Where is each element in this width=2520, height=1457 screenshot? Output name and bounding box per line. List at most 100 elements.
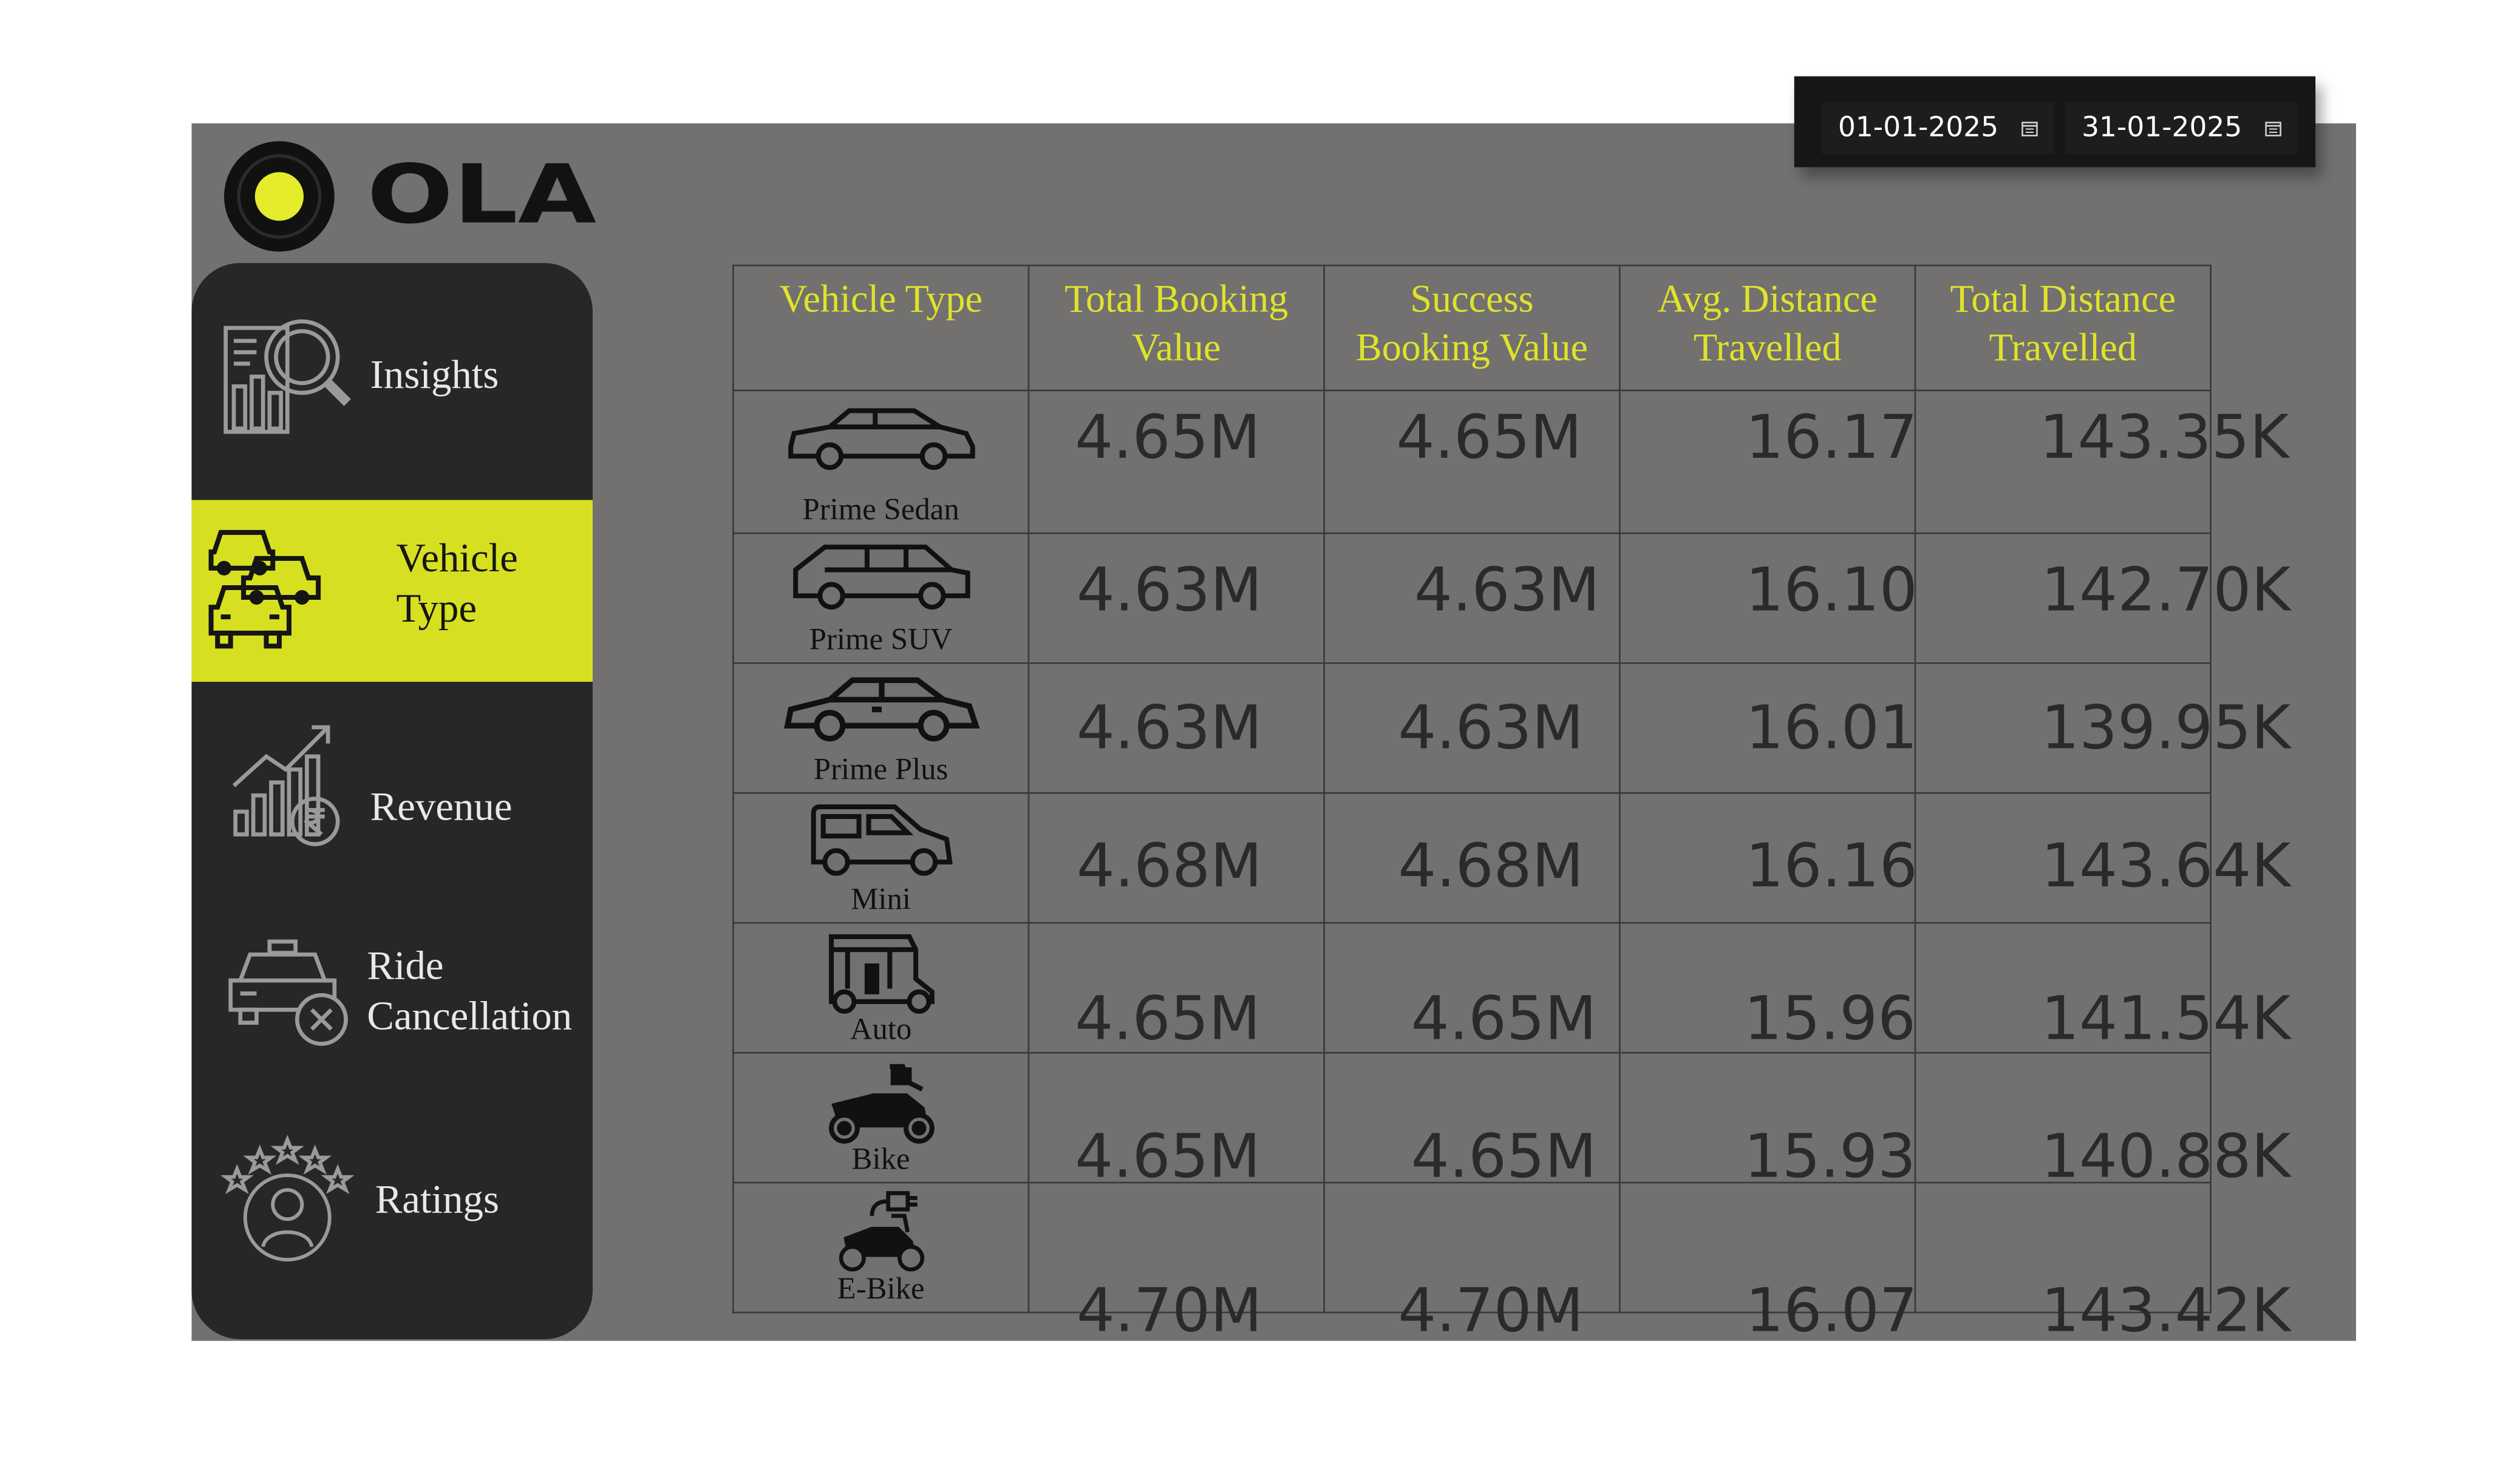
success-booking-value: 4.65M <box>1411 983 1597 1054</box>
avg-distance-cell <box>1618 1181 1916 1314</box>
vehicle-cell: Bike <box>732 1051 1030 1184</box>
vehicle-name: Prime Sedan <box>802 493 959 528</box>
table-row: Mini <box>732 792 2212 924</box>
total-booking-value: 4.65M <box>1075 402 1261 473</box>
success-booking-cell <box>1323 389 1621 534</box>
sidebar-item-label: Insights <box>370 353 499 398</box>
total-distance-value: 143.64K <box>2041 831 2291 902</box>
total-distance-cell <box>1914 662 2212 794</box>
vehicle-name: Prime SUV <box>809 623 953 657</box>
total-booking-value: 4.65M <box>1075 1121 1261 1192</box>
vehicle-name: Bike <box>851 1143 910 1177</box>
sidebar-item-ride-cancellation[interactable]: Ride Cancellation <box>192 912 593 1107</box>
success-booking-cell <box>1323 922 1621 1054</box>
sidebar-item-label: Ratings <box>375 1178 500 1223</box>
total-distance-cell <box>1914 1051 2212 1184</box>
date-to-input[interactable]: 31-01-2025 <box>2065 102 2298 155</box>
e-bike-icon <box>838 1191 924 1272</box>
ratings-icon <box>220 1135 354 1262</box>
suv-icon <box>792 545 970 610</box>
date-range-picker: 01-01-2025 31-01-2025 <box>1794 76 2316 168</box>
total-booking-cell <box>1027 922 1325 1054</box>
date-from-input[interactable]: 01-01-2025 <box>1822 102 2054 155</box>
total-distance-cell <box>1914 1181 2212 1314</box>
success-booking-cell <box>1323 532 1621 664</box>
sedan-icon <box>787 408 975 470</box>
table-row: Prime SUV <box>732 532 2212 664</box>
sidebar-item-insights[interactable]: Insights <box>192 263 593 498</box>
total-booking-cell <box>1027 662 1325 794</box>
calendar-icon[interactable] <box>2021 120 2038 137</box>
sidebar-item-label: Revenue <box>370 786 513 830</box>
vehicle-name: Mini <box>851 883 911 917</box>
avg-distance-cell <box>1618 1051 1916 1184</box>
success-booking-cell <box>1323 792 1621 924</box>
avg-distance-cell <box>1618 662 1916 794</box>
date-from-value: 01-01-2025 <box>1837 112 1999 144</box>
sidebar-item-revenue[interactable]: Revenue <box>192 701 593 896</box>
table-row: Auto <box>732 922 2212 1054</box>
insights-icon <box>223 319 351 434</box>
total-booking-cell <box>1027 792 1325 924</box>
total-distance-cell <box>1914 922 2212 1054</box>
avg-distance-cell <box>1618 792 1916 924</box>
vehicle-name: Prime Plus <box>813 753 948 787</box>
total-distance-value: 141.54K <box>2041 983 2291 1054</box>
total-booking-value: 4.65M <box>1075 983 1261 1054</box>
sidebar-item-label: Ride Cancellation <box>367 945 573 1039</box>
avg-distance-value: 16.16 <box>1745 831 1918 902</box>
revenue-icon <box>232 725 340 846</box>
success-booking-value: 4.63M <box>1398 693 1584 763</box>
table-row: Prime Sedan <box>732 389 2212 534</box>
avg-distance-value: 15.96 <box>1743 983 1916 1054</box>
vehicle-cell: Prime Plus <box>732 662 1030 794</box>
total-distance-value: 140.88K <box>2041 1121 2291 1192</box>
column-header-avg-distance[interactable]: Avg. Distance Travelled <box>1618 264 1916 392</box>
avg-distance-value: 16.01 <box>1745 693 1918 763</box>
vehicles-icon <box>208 530 321 649</box>
total-distance-cell <box>1914 792 2212 924</box>
vehicle-cell: Mini <box>732 792 1030 924</box>
vehicle-name: Auto <box>850 1013 912 1047</box>
table-row: Bike <box>732 1051 2212 1184</box>
avg-distance-value: 15.93 <box>1743 1121 1916 1192</box>
vehicle-type-table: Vehicle Type Total Booking Value Success… <box>732 264 2212 1314</box>
mini-icon <box>810 804 952 876</box>
prime-plus-icon <box>783 677 979 742</box>
total-booking-value: 4.63M <box>1076 555 1262 625</box>
sidebar-item-ratings[interactable]: Ratings <box>192 1123 593 1318</box>
table-header-row: Vehicle Type Total Booking Value Success… <box>732 264 2212 392</box>
avg-distance-cell <box>1618 532 1916 664</box>
auto-rickshaw-icon <box>828 934 934 1014</box>
column-header-vehicle-type[interactable]: Vehicle Type <box>732 264 1030 392</box>
table-row: E-Bike <box>732 1181 2212 1314</box>
total-booking-value: 4.63M <box>1076 693 1262 763</box>
total-booking-cell <box>1027 1181 1325 1314</box>
column-header-total-booking[interactable]: Total Booking Value <box>1027 264 1325 392</box>
vehicle-cell: Prime Sedan <box>732 389 1030 534</box>
vehicle-cell: E-Bike <box>732 1181 1030 1314</box>
column-header-total-distance[interactable]: Total Distance Travelled <box>1914 264 2212 392</box>
vehicle-name: E-Bike <box>837 1272 925 1307</box>
success-booking-value: 4.63M <box>1414 555 1600 625</box>
total-distance-value: 143.35K <box>2039 402 2289 473</box>
success-booking-value: 4.65M <box>1411 1121 1597 1192</box>
total-booking-cell <box>1027 532 1325 664</box>
total-booking-cell <box>1027 1051 1325 1184</box>
table-row: Prime Plus <box>732 662 2212 794</box>
avg-distance-cell <box>1618 922 1916 1054</box>
total-distance-value: 143.42K <box>2041 1275 2291 1346</box>
date-to-value: 31-01-2025 <box>2082 112 2242 144</box>
total-distance-value: 142.70K <box>2041 555 2291 625</box>
success-booking-cell <box>1323 662 1621 794</box>
avg-distance-value: 16.17 <box>1745 402 1918 473</box>
sidebar-item-vehicle-type[interactable]: Vehicle Type <box>191 500 593 682</box>
calendar-icon[interactable] <box>2265 120 2281 137</box>
bike-icon <box>828 1064 934 1144</box>
vehicle-cell: Auto <box>732 922 1030 1054</box>
avg-distance-value: 16.10 <box>1745 555 1918 625</box>
column-header-success-booking[interactable]: Success Booking Value <box>1323 264 1621 392</box>
total-distance-cell <box>1914 389 2212 534</box>
sidebar-item-label: Vehicle Type <box>396 537 518 632</box>
